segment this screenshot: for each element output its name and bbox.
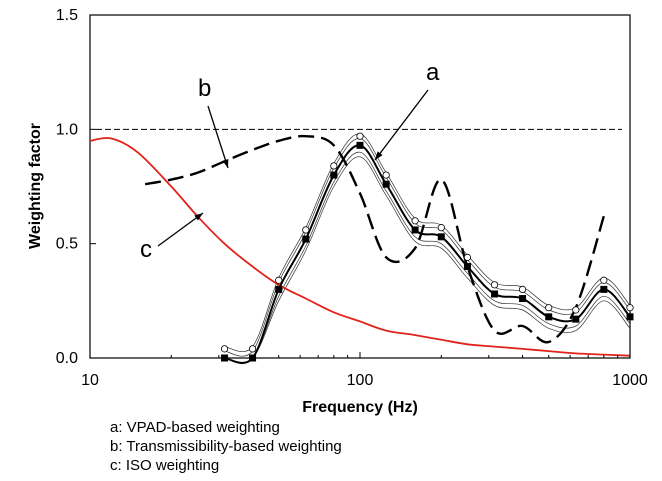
series-a-point [221,354,229,362]
annotation-label-a: a [426,59,440,86]
annotation-label-b: b [198,75,211,102]
individual-curve-point [437,224,445,232]
individual-curve-point [302,226,310,234]
individual-curve-point [600,276,608,284]
series-a-point [519,295,527,303]
annotation-arrowhead-a [375,151,383,160]
annotation-arrow-c [157,212,204,247]
series-c-line [89,137,631,357]
series-a-point [463,263,471,271]
series-a-line [224,144,631,365]
series-a-individual-curve [224,151,631,363]
series-a-point [275,285,283,293]
individual-curve-point [572,306,580,314]
series-a-individual-curve [224,133,631,352]
plot-content: a b c [89,59,634,365]
individual-curve-point [411,217,419,225]
annotation-arrow-b [207,105,229,169]
y-tick-label: 0.0 [56,350,78,367]
individual-curve-point [248,345,257,353]
legend: a: VPAD-based weighting b: Transmissibil… [110,418,342,475]
legend-entry-a: a: VPAD-based weighting [110,419,280,436]
individual-curve-point [626,304,634,312]
series-a-individual-curve [224,156,631,363]
individual-curve-point [490,281,499,289]
annotation-arrow-a [374,89,429,161]
y-tick-label: 0.5 [56,236,78,253]
y-tick-label: 1.0 [56,121,78,138]
series-a-point [356,141,364,149]
individual-curve-point [382,171,390,179]
series-a-point [330,171,338,179]
series-a-point [491,290,499,298]
x-tick-label: 1000 [612,372,648,389]
series-a-point [572,315,580,323]
legend-entry-b: b: Transmissibility-based weighting [110,438,342,455]
series-a-individual-curve [224,138,631,357]
series-a-point [302,235,310,243]
x-axis-title: Frequency (Hz) [302,399,418,416]
axis-ticks: 0.0 0.5 1.0 1.5 10 100 1000 [56,7,648,389]
x-tick-label: 10 [81,372,99,389]
individual-curve-point [330,162,338,170]
individual-curve-point [463,253,472,261]
legend-entry-c: c: ISO weighting [110,457,220,474]
series-a-point [600,285,608,293]
individual-curve-point [518,285,527,293]
series-a-point [545,313,553,321]
series-a-point [382,180,390,188]
y-axis-title: Weighting factor [27,123,44,249]
individual-curve-point [356,132,364,140]
individual-curve-point [545,304,553,312]
x-tick-label: 100 [347,372,374,389]
annotation-label-c: c [140,236,152,263]
individual-curve-point [275,276,283,284]
individual-curve-point [220,345,229,353]
series-b-line [144,134,605,344]
series-a-point [437,233,445,241]
series-a-point [411,226,419,234]
series-a-point [626,313,634,321]
y-tick-label: 1.5 [56,7,78,24]
annotation-arrowhead-c [194,213,203,221]
annotation-arrowhead-b [222,159,229,168]
